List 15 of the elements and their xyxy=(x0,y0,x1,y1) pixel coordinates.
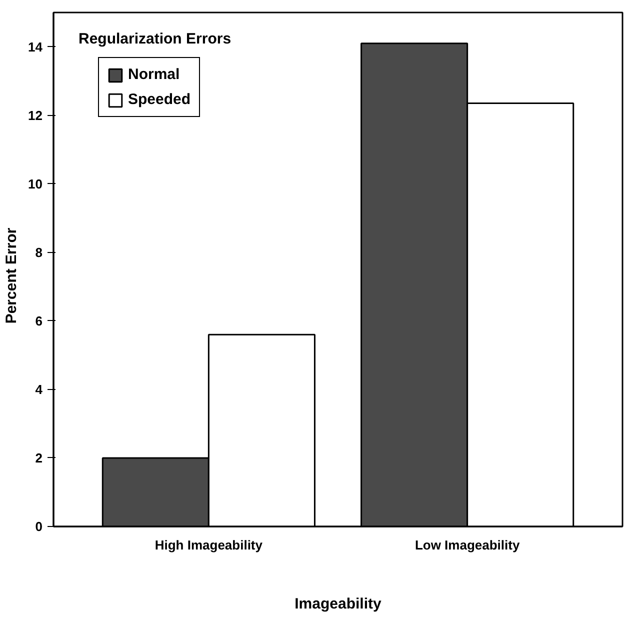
x-tick-label: High Imageability xyxy=(154,538,264,552)
y-tick-label: 10 xyxy=(28,176,43,192)
y-tick-label: 14 xyxy=(28,39,44,54)
y-tick-label: 12 xyxy=(28,108,43,123)
x-axis-title: Imageability xyxy=(294,596,382,612)
x-tick-label: Low Imageability xyxy=(414,538,520,552)
y-axis-title: Percent Error xyxy=(3,228,20,324)
legend-label: Speeded xyxy=(128,91,191,108)
y-tick-label: 4 xyxy=(35,382,44,397)
legend-label: Normal xyxy=(128,66,180,83)
y-tick-label: 0 xyxy=(35,519,43,534)
y-tick-label: 6 xyxy=(35,313,43,328)
text: Regularization Errors xyxy=(78,30,232,48)
y-tick-label: 2 xyxy=(35,450,43,466)
y-tick-label: 8 xyxy=(35,244,43,260)
